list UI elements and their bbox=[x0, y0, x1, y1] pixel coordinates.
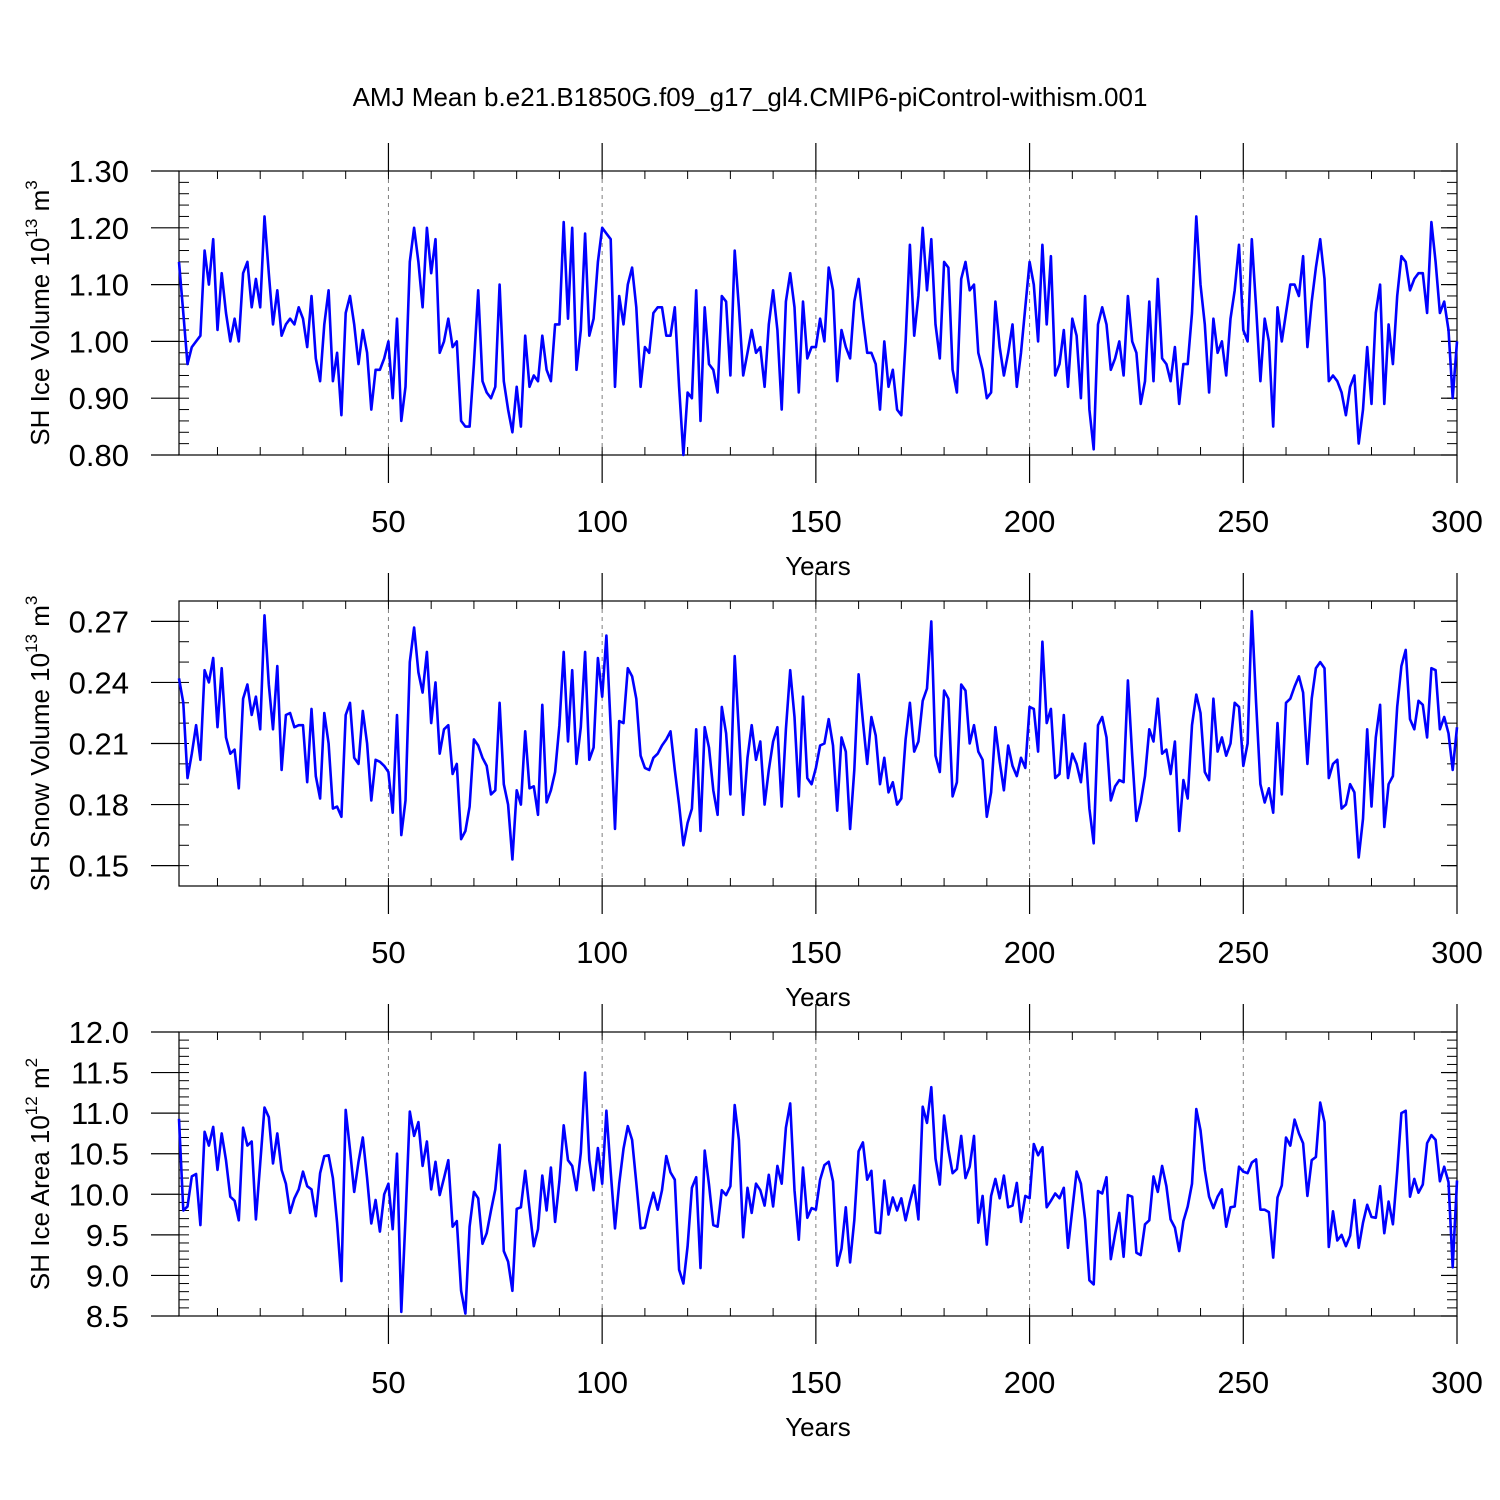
y-axis-title-exponent: 13 bbox=[22, 219, 41, 238]
y-tick-label: 8.5 bbox=[86, 1299, 129, 1334]
x-tick-label: 150 bbox=[790, 504, 842, 539]
y-tick-label: 0.80 bbox=[69, 438, 129, 473]
chart-title: AMJ Mean b.e21.B1850G.f09_g17_gl4.CMIP6-… bbox=[352, 82, 1148, 112]
x-tick-label: 250 bbox=[1217, 935, 1269, 970]
y-tick-label: 9.5 bbox=[86, 1218, 129, 1253]
x-tick-label: 150 bbox=[790, 935, 842, 970]
y-tick-label: 0.27 bbox=[69, 604, 129, 639]
x-tick-label: 200 bbox=[1004, 935, 1056, 970]
y-axis-title: SH Ice Area 1012 m2 bbox=[22, 1058, 55, 1290]
y-axis-title-unit: m bbox=[25, 1067, 55, 1096]
x-tick-label: 250 bbox=[1217, 504, 1269, 539]
y-axis-title-main: SH Snow Volume 10 bbox=[25, 653, 55, 891]
series-line bbox=[177, 215, 1459, 457]
plot-frame bbox=[178, 600, 1458, 887]
y-tick-label: 1.30 bbox=[69, 154, 129, 189]
y-axis-title: SH Snow Volume 1013 m3 bbox=[22, 596, 55, 892]
x-tick-label: 300 bbox=[1431, 1365, 1483, 1400]
x-axis-title: Years bbox=[785, 551, 851, 581]
y-tick-label: 0.21 bbox=[69, 727, 129, 762]
x-tick-label: 100 bbox=[576, 935, 628, 970]
y-tick-label: 10.5 bbox=[69, 1137, 129, 1172]
y-tick-label: 1.10 bbox=[69, 268, 129, 303]
x-tick-label: 50 bbox=[371, 504, 405, 539]
x-tick-label: 50 bbox=[371, 935, 405, 970]
y-axis-title-exponent: 12 bbox=[22, 1096, 41, 1115]
y-axis-title-unit: m bbox=[25, 605, 55, 634]
x-tick-label: 250 bbox=[1217, 1365, 1269, 1400]
plot-frame bbox=[178, 170, 1458, 456]
panel-ice-volume: 0.80 0.90 1.00 1.10 1.20 1.30 50 100 150 200 250 30… bbox=[22, 143, 1483, 581]
x-axis-title: Years bbox=[785, 982, 851, 1012]
y-tick-label: 0.15 bbox=[69, 849, 129, 884]
y-axis-title-unit-exponent: 3 bbox=[22, 180, 41, 189]
y-axis-title-main: SH Ice Area 10 bbox=[25, 1115, 55, 1290]
y-tick-label: 9.0 bbox=[86, 1258, 129, 1293]
x-tick-label: 100 bbox=[576, 504, 628, 539]
x-tick-label: 50 bbox=[371, 1365, 405, 1400]
plot-frame bbox=[178, 1031, 1458, 1317]
x-tick-label: 300 bbox=[1431, 504, 1483, 539]
y-axis-title-main: SH Ice Volume 10 bbox=[25, 238, 55, 446]
x-tick-label: 300 bbox=[1431, 935, 1483, 970]
y-tick-label: 10.0 bbox=[69, 1177, 129, 1212]
x-axis-title: Years bbox=[785, 1412, 851, 1442]
y-tick-label: 0.90 bbox=[69, 381, 129, 416]
y-axis-title-exponent: 13 bbox=[22, 634, 41, 653]
y-tick-label: 0.18 bbox=[69, 788, 129, 823]
series-line bbox=[177, 1071, 1459, 1315]
y-axis-title: SH Ice Volume 1013 m3 bbox=[22, 180, 55, 445]
y-tick-label: 12.0 bbox=[69, 1015, 129, 1050]
y-tick-label: 0.24 bbox=[69, 665, 129, 700]
y-tick-label: 1.20 bbox=[69, 211, 129, 246]
y-axis-title-unit-exponent: 2 bbox=[22, 1058, 41, 1067]
x-tick-label: 200 bbox=[1004, 504, 1056, 539]
y-tick-label: 1.00 bbox=[69, 324, 129, 359]
x-tick-label: 200 bbox=[1004, 1365, 1056, 1400]
panel-ice-area: 8.5 9.0 9.5 10.0 10.5 11.0 11.5 12.0 50 100 150 200… bbox=[22, 1004, 1483, 1442]
y-axis-title-unit-exponent: 3 bbox=[22, 596, 41, 605]
x-tick-label: 150 bbox=[790, 1365, 842, 1400]
panel-snow-volume: 0.15 0.18 0.21 0.24 0.27 50 100 150 200 250 300 Yea… bbox=[22, 573, 1483, 1012]
x-tick-label: 100 bbox=[576, 1365, 628, 1400]
series-line bbox=[177, 609, 1459, 861]
y-tick-label: 11.5 bbox=[71, 1056, 129, 1091]
y-axis-title-unit: m bbox=[25, 190, 55, 219]
y-tick-label: 11.0 bbox=[71, 1096, 129, 1131]
